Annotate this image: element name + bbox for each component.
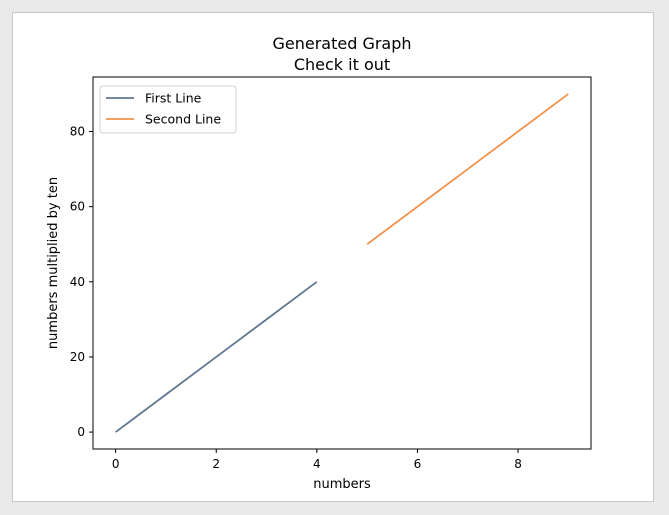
- legend-items: First Line Second Line: [106, 91, 221, 127]
- y-tick-label: 20: [70, 350, 85, 364]
- x-tick-label: 8: [514, 457, 522, 471]
- y-tick-label: 80: [70, 124, 85, 138]
- series-line-2: [366, 93, 569, 245]
- legend: First Line Second Line: [99, 85, 237, 134]
- series-layer: [115, 93, 569, 433]
- plot-frame: [92, 76, 592, 450]
- figure-window: Generated Graph Check it out 0 2 4 6 8 0 20 40 6…: [12, 12, 654, 502]
- x-tick-label: 0: [112, 457, 120, 471]
- series-line-1: [115, 281, 318, 433]
- x-axis-label: numbers: [313, 477, 371, 492]
- y-tick-label: 40: [70, 275, 85, 289]
- y-tick-label: 0: [77, 425, 85, 439]
- x-tick-label: 2: [212, 457, 220, 471]
- chart-title: Generated Graph: [272, 34, 411, 53]
- x-tick-label: 6: [414, 457, 422, 471]
- y-tick-label: 60: [70, 200, 85, 214]
- legend-label-2: Second Line: [145, 112, 221, 127]
- chart-subtitle: Check it out: [294, 55, 390, 74]
- x-tick-label: 4: [313, 457, 321, 471]
- legend-label-1: First Line: [145, 91, 202, 106]
- y-axis-label: numbers multiplied by ten: [46, 177, 61, 349]
